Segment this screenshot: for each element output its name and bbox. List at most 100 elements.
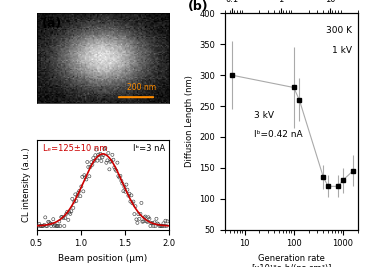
Text: Lₑ=125±10 nm: Lₑ=125±10 nm: [43, 144, 108, 153]
Point: [123, 182, 129, 187]
Point: [142, 214, 148, 219]
Text: Iᵇ=3 nA: Iᵇ=3 nA: [133, 144, 165, 153]
Point: [45, 224, 50, 228]
Point: [43, 224, 49, 228]
Point: [49, 224, 54, 228]
Point: [105, 151, 111, 155]
Point: [124, 187, 130, 192]
Point: [78, 184, 84, 189]
Point: [143, 219, 149, 223]
Point: [104, 158, 110, 163]
Point: [92, 153, 98, 157]
Point: [41, 224, 46, 228]
Point: [72, 199, 77, 204]
Point: [132, 204, 138, 208]
Point: [155, 222, 161, 226]
Point: [130, 201, 135, 205]
Point: [150, 224, 156, 228]
Point: [137, 217, 142, 221]
Point: [47, 221, 53, 226]
Point: [111, 165, 117, 170]
Point: [60, 216, 66, 220]
Point: [141, 219, 146, 223]
Point: [35, 223, 41, 228]
Point: [162, 219, 168, 223]
Point: [68, 212, 73, 216]
Point: [37, 224, 43, 228]
Point: [64, 210, 70, 214]
Point: [65, 218, 71, 222]
Point: [126, 194, 131, 198]
Point: [88, 165, 93, 169]
Point: [127, 191, 132, 196]
Point: [74, 194, 80, 198]
Point: [119, 182, 125, 186]
Point: [160, 224, 165, 228]
Point: [154, 217, 160, 221]
Point: [54, 224, 60, 228]
Point: [82, 175, 88, 179]
Point: [115, 174, 121, 178]
Text: 3 kV: 3 kV: [254, 111, 274, 120]
Point: [165, 219, 170, 223]
Point: [51, 224, 57, 228]
Point: [116, 175, 122, 180]
Point: [91, 159, 97, 163]
Point: [149, 221, 154, 225]
Point: [112, 167, 118, 172]
Point: [70, 206, 76, 210]
Point: [68, 209, 74, 213]
Point: [151, 220, 157, 225]
Point: [122, 185, 127, 189]
Text: 1 kV: 1 kV: [333, 46, 352, 55]
X-axis label: Generation rate
[x10¹⁸e-h/(ns.cm³)]: Generation rate [x10¹⁸e-h/(ns.cm³)]: [251, 254, 331, 267]
Point: [59, 215, 65, 219]
Point: [39, 224, 45, 228]
Point: [49, 222, 55, 226]
Text: 300 K: 300 K: [326, 26, 352, 35]
Point: [134, 221, 140, 225]
Point: [162, 224, 168, 228]
Point: [58, 215, 64, 219]
Point: [73, 199, 79, 203]
Point: [91, 156, 96, 160]
Point: [108, 159, 114, 163]
Point: [80, 189, 86, 194]
Point: [127, 199, 133, 204]
Point: [84, 177, 89, 182]
Point: [46, 220, 52, 225]
Point: [95, 152, 101, 157]
Text: (a): (a): [42, 17, 62, 30]
Point: [135, 212, 141, 216]
Text: (b): (b): [188, 0, 208, 13]
Point: [93, 147, 99, 152]
Point: [145, 220, 150, 224]
Point: [99, 155, 105, 159]
Point: [107, 160, 113, 164]
Point: [147, 224, 153, 228]
Point: [41, 223, 47, 227]
Point: [81, 173, 87, 177]
Point: [57, 224, 63, 228]
Point: [84, 160, 90, 164]
Point: [139, 219, 145, 224]
Point: [119, 179, 124, 183]
Point: [153, 224, 158, 228]
X-axis label: Beam position (μm): Beam position (μm): [58, 254, 147, 263]
Point: [103, 146, 108, 150]
Point: [150, 221, 155, 225]
Point: [96, 156, 102, 160]
Point: [36, 222, 42, 226]
Point: [111, 158, 116, 162]
Point: [62, 216, 68, 220]
Point: [52, 223, 58, 227]
Point: [131, 199, 137, 204]
Point: [38, 224, 44, 228]
Point: [107, 167, 112, 171]
Point: [99, 159, 104, 163]
Point: [61, 224, 67, 228]
Point: [114, 169, 119, 173]
Point: [103, 160, 109, 165]
Point: [138, 212, 143, 216]
Point: [110, 153, 115, 157]
